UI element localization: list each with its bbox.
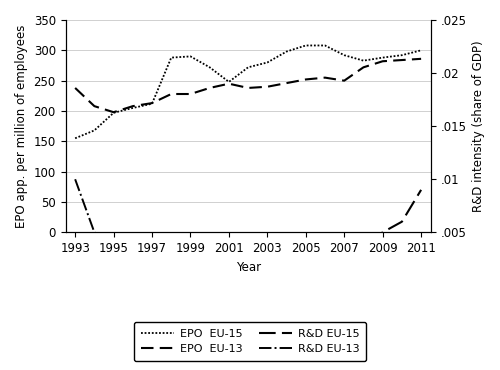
- R&D EU-13: [418, 244, 424, 248]
- R&D EU-15: [341, 246, 347, 250]
- EPO  EU-13: [284, 81, 290, 85]
- EPO  EU-15: [360, 58, 366, 63]
- R&D EU-13: [303, 249, 309, 254]
- R&D EU-13: [360, 243, 366, 247]
- EPO  EU-13: [188, 92, 194, 96]
- R&D EU-15: [245, 264, 251, 269]
- R&D EU-13: [130, 251, 136, 256]
- EPO  EU-13: [149, 101, 155, 105]
- Line: EPO  EU-15: EPO EU-15: [75, 46, 421, 138]
- EPO  EU-13: [245, 86, 251, 90]
- R&D EU-15: [418, 188, 424, 192]
- R&D EU-13: [341, 244, 347, 248]
- R&D EU-13: [149, 257, 155, 261]
- R&D EU-13: [380, 241, 386, 245]
- EPO  EU-15: [264, 60, 270, 65]
- R&D EU-15: [72, 278, 78, 282]
- R&D EU-13: [188, 260, 194, 264]
- EPO  EU-13: [226, 81, 232, 86]
- Legend: EPO  EU-15, EPO  EU-13, R&D EU-15, R&D EU-13: EPO EU-15, EPO EU-13, R&D EU-15, R&D EU-…: [134, 322, 366, 361]
- EPO  EU-15: [149, 101, 155, 106]
- Y-axis label: EPO app. per million of employees: EPO app. per million of employees: [15, 24, 28, 228]
- EPO  EU-13: [130, 104, 136, 108]
- R&D EU-15: [206, 265, 212, 270]
- R&D EU-15: [149, 273, 155, 277]
- R&D EU-15: [264, 262, 270, 266]
- EPO  EU-15: [130, 106, 136, 110]
- EPO  EU-15: [322, 43, 328, 48]
- R&D EU-15: [399, 219, 405, 224]
- EPO  EU-13: [168, 92, 174, 96]
- R&D EU-13: [206, 260, 212, 264]
- EPO  EU-15: [110, 111, 116, 115]
- EPO  EU-15: [399, 53, 405, 57]
- EPO  EU-15: [72, 136, 78, 141]
- X-axis label: Year: Year: [236, 260, 260, 273]
- EPO  EU-13: [303, 77, 309, 82]
- EPO  EU-13: [92, 104, 98, 108]
- R&D EU-13: [284, 253, 290, 258]
- EPO  EU-15: [341, 53, 347, 57]
- R&D EU-15: [130, 275, 136, 279]
- R&D EU-15: [110, 276, 116, 280]
- R&D EU-15: [226, 265, 232, 270]
- R&D EU-15: [322, 249, 328, 254]
- R&D EU-13: [226, 259, 232, 263]
- EPO  EU-13: [399, 58, 405, 62]
- EPO  EU-15: [226, 80, 232, 84]
- EPO  EU-13: [206, 86, 212, 90]
- R&D EU-13: [72, 177, 78, 181]
- Line: R&D EU-13: R&D EU-13: [75, 179, 421, 262]
- EPO  EU-15: [92, 128, 98, 132]
- EPO  EU-15: [418, 48, 424, 53]
- EPO  EU-15: [284, 49, 290, 54]
- EPO  EU-13: [110, 110, 116, 114]
- EPO  EU-13: [72, 86, 78, 90]
- R&D EU-13: [245, 259, 251, 263]
- R&D EU-13: [168, 259, 174, 263]
- R&D EU-13: [110, 244, 116, 248]
- R&D EU-13: [322, 246, 328, 250]
- R&D EU-15: [360, 243, 366, 247]
- R&D EU-15: [92, 278, 98, 282]
- EPO  EU-13: [341, 78, 347, 83]
- EPO  EU-15: [245, 65, 251, 70]
- EPO  EU-15: [168, 56, 174, 60]
- EPO  EU-15: [380, 56, 386, 60]
- R&D EU-15: [284, 257, 290, 261]
- R&D EU-15: [380, 230, 386, 235]
- R&D EU-15: [303, 251, 309, 256]
- R&D EU-13: [399, 243, 405, 247]
- EPO  EU-13: [264, 84, 270, 89]
- EPO  EU-13: [380, 59, 386, 64]
- Line: R&D EU-15: R&D EU-15: [75, 190, 421, 280]
- EPO  EU-13: [360, 65, 366, 70]
- EPO  EU-13: [418, 57, 424, 61]
- R&D EU-13: [92, 230, 98, 235]
- Y-axis label: R&D intensity (share of GDP): R&D intensity (share of GDP): [472, 40, 485, 212]
- Line: EPO  EU-13: EPO EU-13: [75, 59, 421, 112]
- R&D EU-15: [188, 267, 194, 272]
- R&D EU-13: [264, 257, 270, 261]
- EPO  EU-15: [188, 54, 194, 58]
- EPO  EU-15: [303, 43, 309, 48]
- EPO  EU-15: [206, 65, 212, 70]
- R&D EU-15: [168, 270, 174, 275]
- EPO  EU-13: [322, 75, 328, 80]
